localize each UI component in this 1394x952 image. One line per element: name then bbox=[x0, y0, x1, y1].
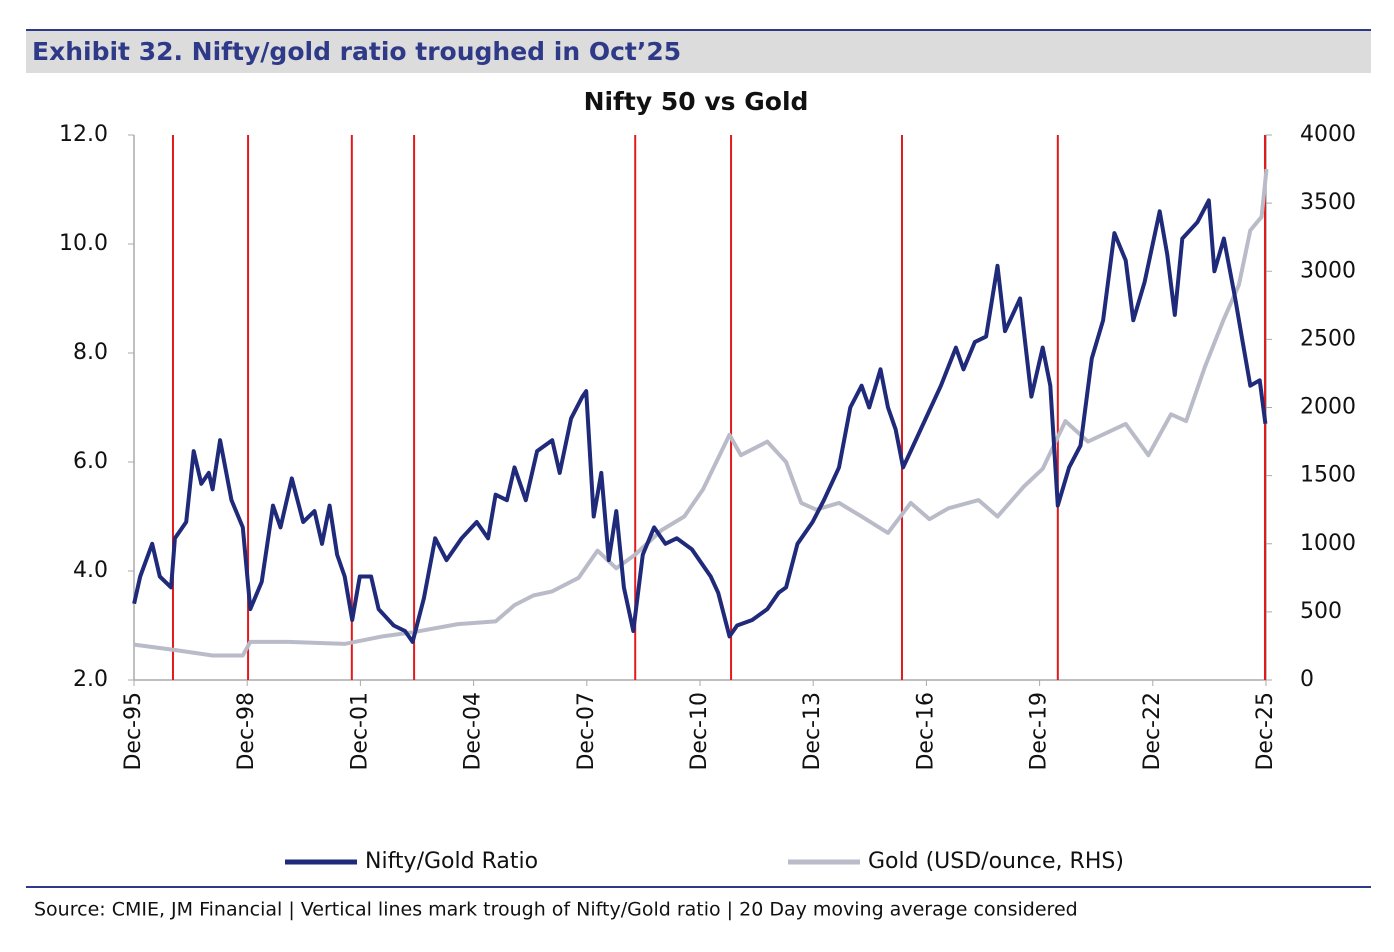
legend-label: Nifty/Gold Ratio bbox=[365, 849, 538, 874]
y-tick-label: 10.0 bbox=[59, 231, 108, 256]
y2-tick-label: 2500 bbox=[1300, 326, 1356, 351]
y2-tick-label: 2000 bbox=[1300, 395, 1356, 420]
x-tick-label: Dec-04 bbox=[461, 692, 486, 771]
x-tick-label: Dec-16 bbox=[913, 692, 938, 771]
y2-tick-label: 0 bbox=[1300, 667, 1314, 692]
x-tick-label: Dec-98 bbox=[234, 692, 259, 771]
source-note: Source: CMIE, JM Financial | Vertical li… bbox=[34, 899, 1078, 921]
x-tick-label: Dec-01 bbox=[347, 692, 372, 771]
series-line bbox=[132, 198, 1268, 644]
x-tick-label: Dec-95 bbox=[121, 692, 146, 771]
legend-label: Gold (USD/ounce, RHS) bbox=[868, 849, 1124, 874]
x-tick-label: Dec-25 bbox=[1253, 692, 1278, 771]
x-tick-label: Dec-07 bbox=[574, 692, 599, 771]
y-tick-label: 2.0 bbox=[73, 667, 108, 692]
x-tick-label: Dec-10 bbox=[687, 692, 712, 771]
y2-tick-label: 4000 bbox=[1300, 122, 1356, 147]
y2-tick-label: 3000 bbox=[1300, 258, 1356, 283]
chart-title: Nifty 50 vs Gold bbox=[584, 87, 809, 116]
y-tick-label: 8.0 bbox=[73, 340, 108, 365]
x-tick-label: Dec-19 bbox=[1027, 692, 1052, 771]
header-band bbox=[26, 30, 1371, 73]
series-line bbox=[133, 168, 1269, 658]
y2-tick-label: 1000 bbox=[1300, 531, 1356, 556]
x-tick-label: Dec-22 bbox=[1140, 692, 1165, 771]
exhibit-title: Exhibit 32. Nifty/gold ratio troughed in… bbox=[32, 37, 681, 66]
x-tick-label: Dec-13 bbox=[800, 692, 825, 771]
y-tick-label: 6.0 bbox=[73, 449, 108, 474]
y-tick-label: 12.0 bbox=[59, 122, 108, 147]
y2-tick-label: 500 bbox=[1300, 599, 1342, 624]
y2-tick-label: 3500 bbox=[1300, 190, 1356, 215]
y2-tick-label: 1500 bbox=[1300, 463, 1356, 488]
y-tick-label: 4.0 bbox=[73, 558, 108, 583]
